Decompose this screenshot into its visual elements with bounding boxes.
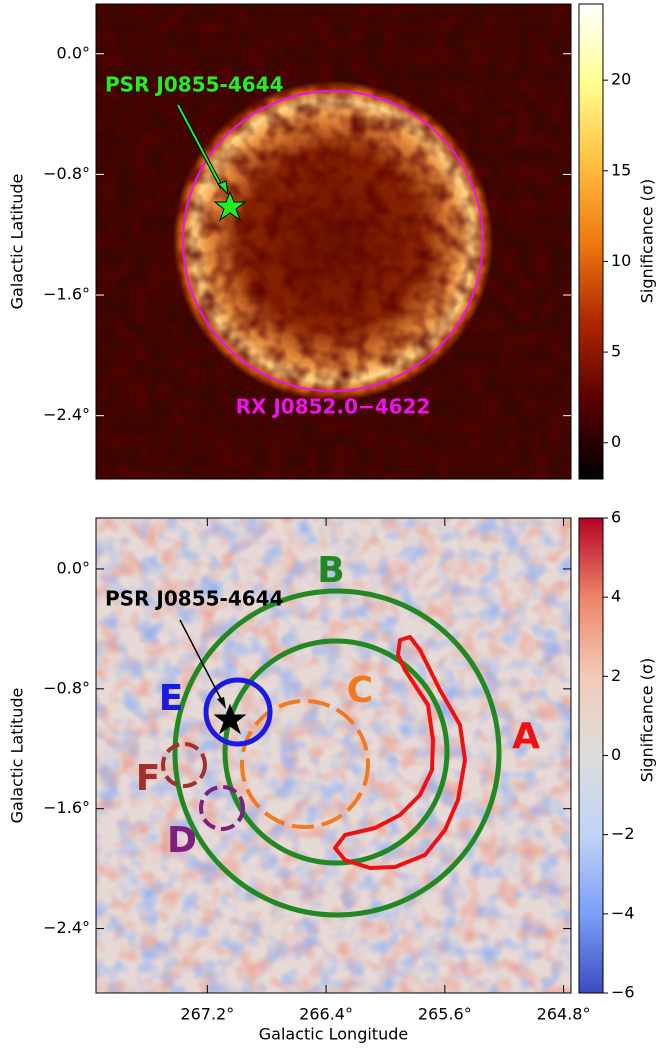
annotation: F (136, 758, 161, 799)
annotation: A (512, 716, 540, 757)
y-tick-label: −0.8° (43, 678, 90, 697)
colorbar (579, 4, 603, 479)
y-tick-label: −2.4° (43, 918, 90, 937)
x-tick-label: 266.4° (299, 1005, 353, 1024)
x-axis-label: Galactic Longitude (259, 1025, 408, 1044)
colorbar-tick-label: 15 (611, 160, 631, 179)
y-axis-label: Galactic Latitude (8, 174, 27, 310)
colorbar-tick-label: 20 (611, 70, 631, 89)
annotation: C (347, 670, 373, 711)
x-tick-label: 265.6° (418, 1005, 472, 1024)
colorbar-label: Significance (σ) (638, 658, 656, 783)
y-tick-label: −1.6° (43, 798, 90, 817)
y-tick-label: −1.6° (43, 285, 90, 304)
colorbar-tick-label: −4 (611, 903, 635, 922)
colorbar-tick-label: 10 (611, 251, 631, 270)
colorbar-tick-label: −2 (611, 824, 635, 843)
colorbar-tick-label: 0 (611, 432, 621, 451)
y-tick-label: 0.0° (57, 558, 90, 577)
y-tick-label: −0.8° (43, 164, 90, 183)
annotation: RX J0852.0−4622 (236, 395, 431, 419)
colorbar-tick-label: −6 (611, 983, 635, 1002)
annotation: D (167, 820, 197, 861)
colorbar-label: Significance (σ) (638, 179, 656, 304)
y-tick-label: 0.0° (57, 43, 90, 62)
annotation: PSR J0855-4644 (105, 587, 284, 611)
annotation: B (317, 550, 344, 591)
y-tick-label: −2.4° (43, 405, 90, 424)
x-tick-label: 267.2° (180, 1005, 234, 1024)
colorbar-tick-label: 4 (611, 587, 621, 606)
colorbar-tick-label: 0 (611, 745, 621, 764)
annotation: E (159, 678, 184, 719)
colorbar-tick-label: 6 (611, 508, 621, 527)
colorbar (579, 518, 603, 993)
y-axis-label: Galactic Latitude (8, 688, 27, 824)
annotation: PSR J0855-4644 (105, 73, 284, 97)
x-tick-label: 264.8° (537, 1005, 591, 1024)
colorbar-tick-label: 5 (611, 342, 621, 361)
colorbar-tick-label: 2 (611, 666, 621, 685)
